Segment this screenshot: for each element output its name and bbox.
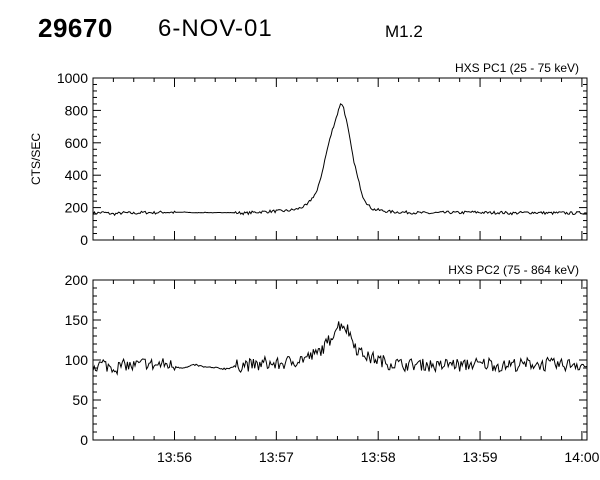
x-tick-label: 13:58 xyxy=(361,449,396,465)
y-tick-label: 0 xyxy=(80,232,88,248)
event-id: 29670 xyxy=(38,13,113,43)
plot-frame xyxy=(92,77,588,241)
panel-pc2: HXS PC2 (75 - 864 keV) 0 50 100 150 200 13:56 1… xyxy=(65,263,600,465)
y-tick-label: 0 xyxy=(80,432,88,448)
y-tick-label: 800 xyxy=(65,102,89,118)
y-tick-label: 100 xyxy=(65,352,89,368)
y-tick-label: 200 xyxy=(65,272,89,288)
x-tick-label: 14:00 xyxy=(564,449,599,465)
y-tick-label: 400 xyxy=(65,167,89,183)
plot-frame xyxy=(92,279,588,441)
event-date: 6-NOV-01 xyxy=(158,15,273,42)
x-tick-label: 13:56 xyxy=(157,449,192,465)
y-tick-label: 1000 xyxy=(57,70,88,86)
y-tick-label: 200 xyxy=(65,200,89,216)
series-line xyxy=(92,321,588,376)
panel-title: HXS PC1 (25 - 75 keV) xyxy=(455,61,579,75)
x-tick-label: 13:57 xyxy=(259,449,294,465)
x-tick-label: 13:59 xyxy=(463,449,498,465)
panel-title: HXS PC2 (75 - 864 keV) xyxy=(448,263,579,277)
y-tick-label: 600 xyxy=(65,135,89,151)
panel-pc1: HXS PC1 (25 - 75 keV) CTS/SEC 0 200 400 600 80… xyxy=(29,61,588,248)
y-tick-label: 50 xyxy=(72,392,88,408)
series-line xyxy=(92,103,588,217)
flare-class: M1.2 xyxy=(385,22,423,41)
y-tick-label: 150 xyxy=(65,312,89,328)
y-axis-label: CTS/SEC xyxy=(29,133,43,185)
